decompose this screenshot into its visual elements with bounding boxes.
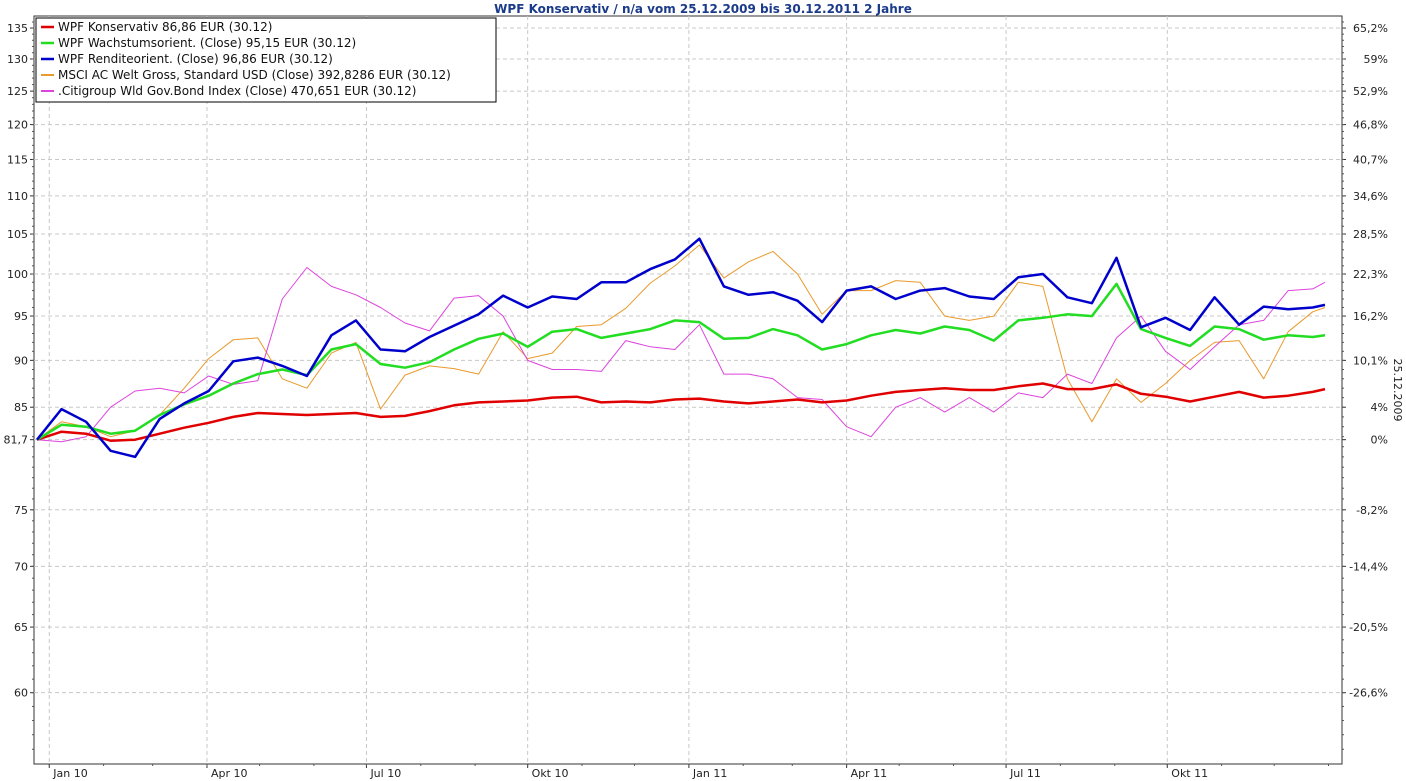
y-tick-label: 120 — [7, 119, 28, 132]
right-tick-label: 10,1% — [1353, 354, 1388, 367]
y-tick-label: 85 — [14, 401, 28, 414]
y-tick-label: 105 — [7, 228, 28, 241]
y-tick-label: 70 — [14, 560, 28, 573]
right-tick-label: 4% — [1371, 401, 1388, 414]
y-tick-label: 115 — [7, 153, 28, 166]
y-tick-label: 95 — [14, 310, 28, 323]
right-tick-label: 0% — [1371, 434, 1388, 447]
x-tick-label: Apr 11 — [851, 767, 888, 780]
right-tick-label: 22,3% — [1353, 268, 1388, 281]
right-axis-label: 25.12.2009 — [1391, 359, 1404, 422]
x-tick-label: Apr 10 — [211, 767, 248, 780]
y-tick-label: 125 — [7, 85, 28, 98]
series-line — [36, 382, 1326, 442]
right-tick-label: 34,6% — [1353, 190, 1388, 203]
series-line — [36, 244, 1326, 441]
x-tick-label: Jan 10 — [52, 767, 87, 780]
y-tick-label: 65 — [14, 621, 28, 634]
right-tick-label: 28,5% — [1353, 228, 1388, 241]
plot-area — [33, 15, 1343, 765]
y-tick-label: 60 — [14, 687, 28, 700]
y-tick-label: 75 — [14, 504, 28, 517]
legend-entry: WPF Renditeorient. (Close) 96,86 EUR (30… — [58, 52, 333, 66]
legend-box — [35, 17, 497, 103]
x-tick-label: Jul 11 — [1009, 767, 1041, 780]
legend-entry: .Citigroup Wld Gov.Bond Index (Close) 47… — [58, 84, 417, 98]
legend-entry: WPF Konservativ 86,86 EUR (30.12) — [58, 20, 272, 34]
y-tick-label: 90 — [14, 354, 28, 367]
right-tick-label: -14,4% — [1349, 560, 1388, 573]
y-tick-label: 110 — [7, 190, 28, 203]
legend-entry: MSCI AC Welt Gross, Standard USD (Close)… — [58, 68, 451, 82]
series-line — [36, 267, 1326, 443]
right-tick-label: 46,8% — [1353, 119, 1388, 132]
right-tick-label: -26,6% — [1349, 687, 1388, 700]
right-tick-label: -8,2% — [1356, 504, 1388, 517]
x-tick-label: Okt 11 — [1171, 767, 1208, 780]
legend-entry: WPF Wachstumsorient. (Close) 95,15 EUR (… — [58, 36, 356, 50]
chart-title: WPF Konservativ / n/a vom 25.12.2009 bis… — [494, 2, 912, 16]
y-tick-label: 130 — [7, 53, 28, 66]
y-tick-label: 135 — [7, 22, 28, 35]
y-tick-label: 100 — [7, 268, 28, 281]
right-tick-label: 65,2% — [1353, 22, 1388, 35]
right-tick-label: -20,5% — [1349, 621, 1388, 634]
right-tick-label: 59% — [1364, 53, 1388, 66]
right-tick-label: 16,2% — [1353, 310, 1388, 323]
series-line — [36, 237, 1326, 459]
x-tick-label: Okt 10 — [532, 767, 569, 780]
y-tick-label: 81,7 — [4, 434, 29, 447]
x-tick-label: Jul 10 — [369, 767, 401, 780]
x-tick-label: Jan 11 — [692, 767, 727, 780]
right-tick-label: 40,7% — [1353, 153, 1388, 166]
right-tick-label: 52,9% — [1353, 85, 1388, 98]
series-line — [36, 282, 1326, 441]
